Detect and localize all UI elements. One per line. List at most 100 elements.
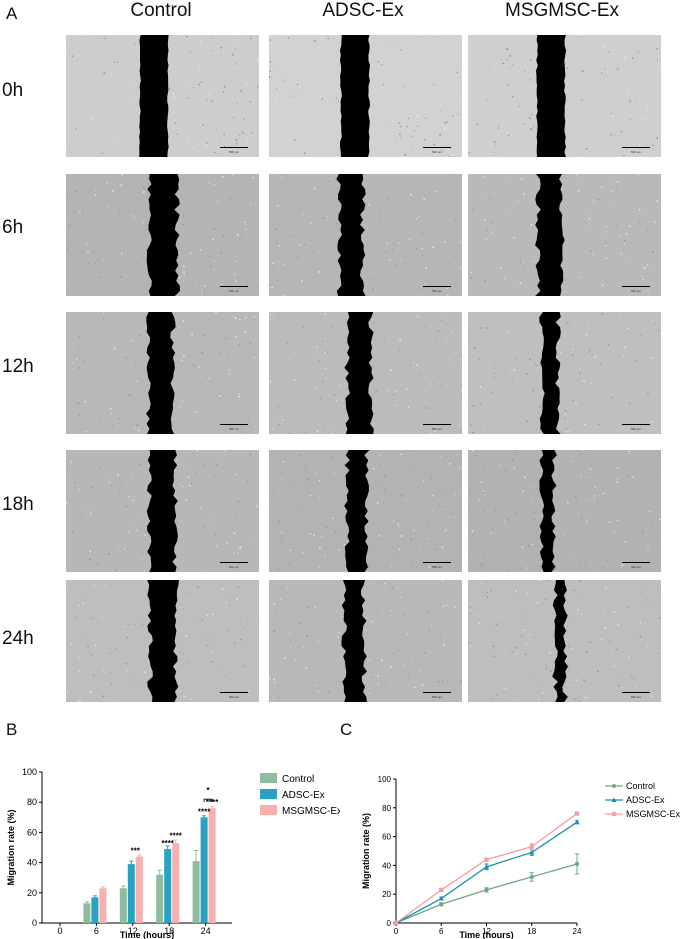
row-label-12h: 12h xyxy=(2,356,34,377)
scale-bar xyxy=(220,424,248,425)
micrograph-12h-ADSC-Ex: 500 μm xyxy=(269,312,462,434)
panel-label-b: B xyxy=(6,720,18,739)
column-header-control: Control xyxy=(130,0,192,21)
micrograph-12h-Control: 500 μm xyxy=(66,312,259,434)
bar-ADSC-Ex-6 xyxy=(91,897,99,923)
y-axis-label: Migration rate (%) xyxy=(6,809,16,885)
panel-label-a: A xyxy=(6,4,18,23)
y-tick-label: 100 xyxy=(22,767,37,777)
bar-MSGMSC-Ex-12 xyxy=(135,856,143,923)
significance-label: * xyxy=(207,786,211,795)
scale-bar xyxy=(220,692,248,693)
scale-bar-label: 500 μm xyxy=(431,695,443,699)
significance-label: **** xyxy=(169,831,182,840)
scratch-gap xyxy=(536,35,566,157)
legend-swatch-ADSC-Ex xyxy=(260,789,277,799)
scale-bar-label: 500 μm xyxy=(431,289,443,293)
scratch-gap xyxy=(139,35,169,157)
legend-label-MSGMSC-Ex: MSGMSC-Ex xyxy=(282,806,340,817)
scale-bar xyxy=(220,147,248,148)
scale-bar xyxy=(423,692,451,693)
micrograph-0h-Control: 500 μm xyxy=(66,35,259,157)
scale-bar xyxy=(622,692,650,693)
micrograph-12h-MSGMSC-Ex: 500 μm xyxy=(468,312,661,434)
row-label-18h: 18h xyxy=(2,494,34,515)
legend-marker-ADSC-Ex xyxy=(611,797,617,802)
significance-label: *** xyxy=(131,847,141,856)
scale-bar-label: 500 μm xyxy=(228,695,240,699)
bar-Control-18 xyxy=(156,874,164,923)
bar-Control-6 xyxy=(83,903,91,923)
scale-bar-label: 500 μm xyxy=(431,565,443,569)
scale-bar-label: 500 μm xyxy=(630,695,642,699)
series-line-ADSC-Ex xyxy=(395,821,578,924)
y-tick-label: 80 xyxy=(27,797,37,807)
micrograph-6h-Control: 500 μm xyxy=(66,174,259,296)
bar-Control-12 xyxy=(119,888,127,923)
bar-Control-24 xyxy=(192,861,200,923)
y-tick-label: 60 xyxy=(382,833,391,842)
scale-bar-label: 500 μm xyxy=(630,565,642,569)
micrograph-18h-Control: 500 μm xyxy=(66,450,259,572)
scale-bar-label: 500 μm xyxy=(228,427,240,431)
scratch-gap xyxy=(146,312,176,434)
x-axis-label: Time (hours) xyxy=(459,930,513,939)
scratch-gap xyxy=(539,450,557,572)
scale-bar-label: 500 μm xyxy=(630,150,642,154)
series-line-Control xyxy=(395,863,578,924)
point-ADSC-Ex xyxy=(483,864,490,869)
micrograph-18h-MSGMSC-Ex: 500 μm xyxy=(468,450,661,572)
scale-bar-label: 500 μm xyxy=(228,289,240,293)
scale-bar xyxy=(423,424,451,425)
scratch-gap xyxy=(539,312,561,434)
scale-bar xyxy=(622,286,650,287)
point-ADSC-Ex xyxy=(574,819,580,825)
row-label-24h: 24h xyxy=(2,628,34,649)
legend-swatch-Control xyxy=(260,773,277,783)
bar-MSGMSC-Ex-24 xyxy=(208,808,216,923)
scratch-gap xyxy=(147,580,179,702)
legend-label-ADSC-Ex: ADSC-Ex xyxy=(282,790,325,801)
scale-bar xyxy=(622,562,650,563)
y-tick-label: 20 xyxy=(27,888,37,898)
scale-bar-label: 500 μm xyxy=(630,427,642,431)
y-tick-label: 0 xyxy=(32,918,37,928)
scratch-gap xyxy=(344,312,374,434)
scale-bar-label: 500 μm xyxy=(630,289,642,293)
y-tick-label: 0 xyxy=(387,919,392,928)
x-axis-label: Time (hours) xyxy=(120,930,174,939)
x-tick-label: 18 xyxy=(527,927,536,936)
scale-bar xyxy=(423,147,451,148)
point-Control xyxy=(439,902,444,907)
x-tick-label: 24 xyxy=(573,927,582,936)
x-tick-label: 24 xyxy=(201,926,211,936)
legend-label-MSGMSC-Ex: MSGMSC-Ex xyxy=(626,809,681,819)
x-tick-label: 18 xyxy=(164,926,174,936)
row-label-0h: 0h xyxy=(2,80,24,101)
legend-label-Control: Control xyxy=(626,781,655,791)
scratch-gap xyxy=(340,35,370,157)
x-tick-label: 6 xyxy=(94,926,99,936)
scale-bar xyxy=(622,147,650,148)
micrograph-24h-ADSC-Ex: 500 μm xyxy=(269,580,462,702)
scale-bar xyxy=(423,286,451,287)
micrograph-6h-ADSC-Ex: 500 μm xyxy=(269,174,462,296)
x-tick-label: 0 xyxy=(394,927,399,936)
line-chart: 0 20 40 60 80 100 0 6 12 18 24 Migration rate (%) Ti… xyxy=(361,775,681,939)
point-Control xyxy=(529,874,534,880)
scale-bar-label: 500 μm xyxy=(431,427,443,431)
significance-label: **** xyxy=(161,839,174,848)
bar-MSGMSC-Ex-6 xyxy=(99,888,107,923)
bar-ADSC-Ex-24 xyxy=(200,817,208,923)
scratch-gap xyxy=(146,450,178,572)
significance-bracket xyxy=(203,798,213,803)
micrograph-6h-MSGMSC-Ex: 500 μm xyxy=(468,174,661,296)
y-axis-label: Migration rate (%) xyxy=(361,813,371,889)
point-MSGMSC-Ex xyxy=(484,857,489,862)
scratch-gap xyxy=(336,174,366,296)
x-tick-label: 0 xyxy=(57,926,62,936)
scratch-gap xyxy=(341,580,367,702)
y-tick-label: 100 xyxy=(378,775,392,784)
legend-swatch-MSGMSC-Ex xyxy=(260,805,277,815)
significance-label: **** xyxy=(206,798,219,807)
